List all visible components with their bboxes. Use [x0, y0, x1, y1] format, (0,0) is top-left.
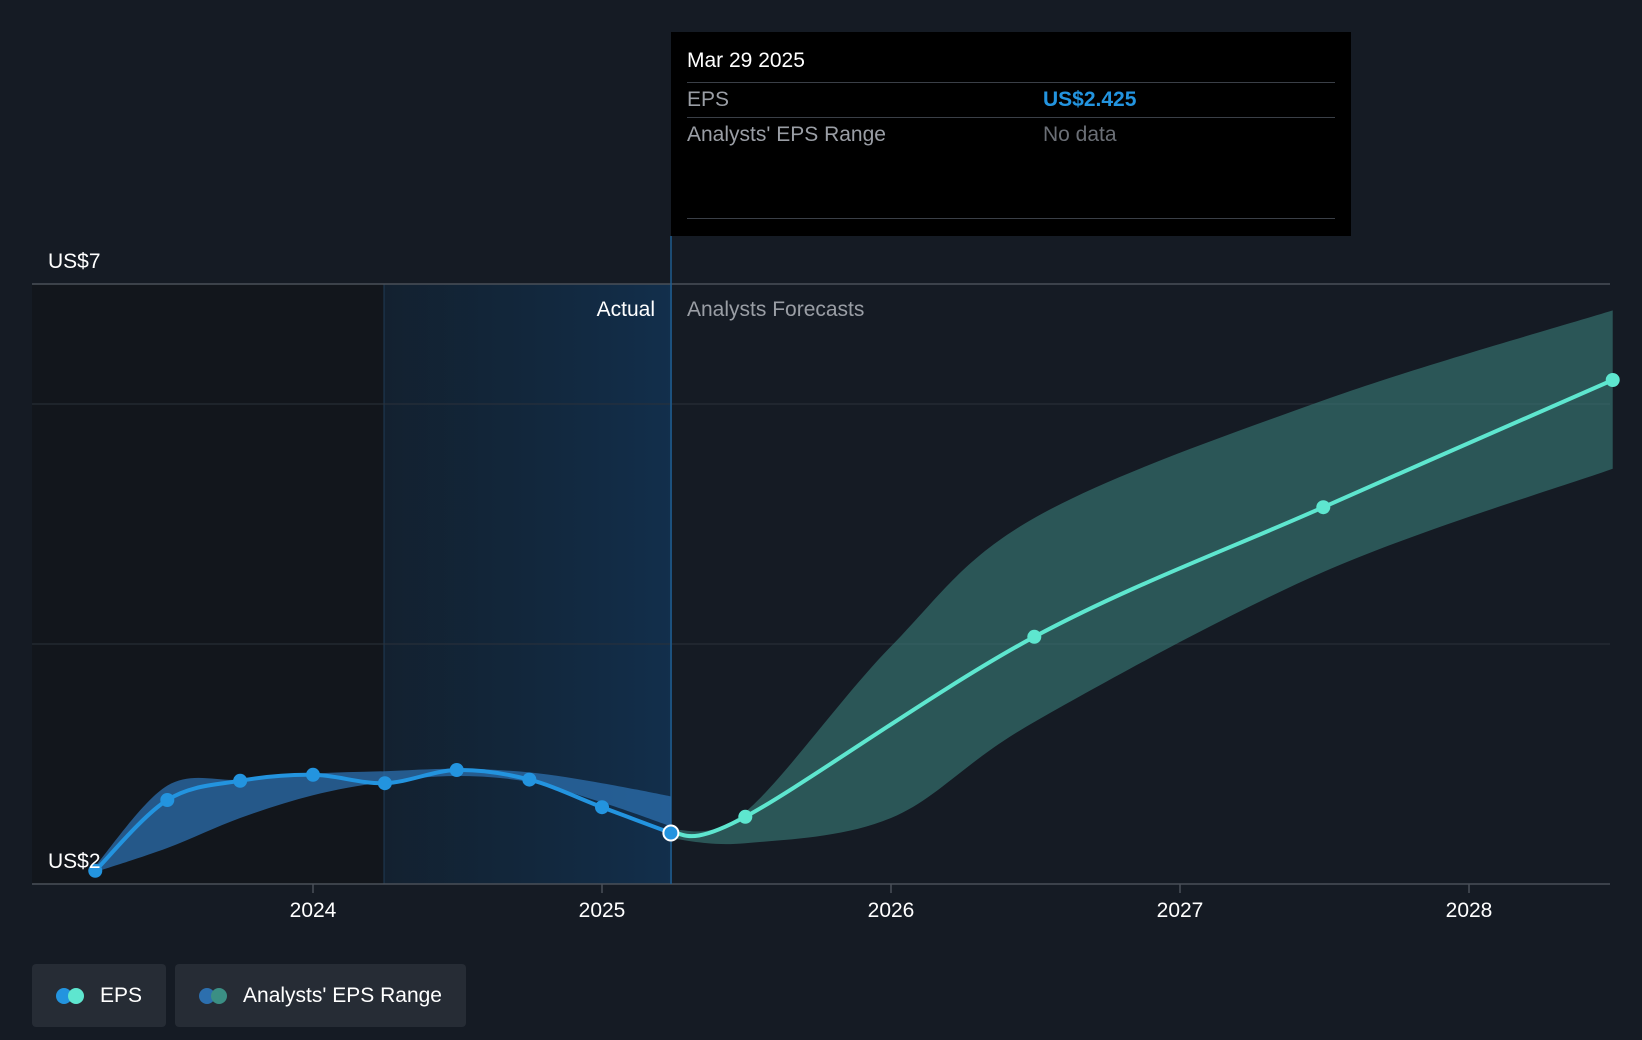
- tooltip-range-value: No data: [1043, 123, 1117, 146]
- eps-point-actual[interactable]: [449, 763, 464, 777]
- eps-points: [88, 373, 1620, 878]
- eps-swatch-icon: [56, 987, 86, 1004]
- range-bands: [95, 310, 1613, 872]
- tooltip-row-range: Analysts' EPS Range No data: [687, 117, 1335, 152]
- x-tick-label: 2024: [290, 899, 337, 922]
- x-tick-label: 2028: [1446, 899, 1493, 922]
- legend-item-eps-range[interactable]: Analysts' EPS Range: [175, 964, 466, 1027]
- eps-point-actual[interactable]: [160, 793, 175, 807]
- tooltip-row-eps: EPS US$2.425: [687, 82, 1335, 117]
- eps-point-actual[interactable]: [88, 863, 103, 878]
- eps-point-forecast[interactable]: [1027, 629, 1042, 644]
- eps-point-forecast[interactable]: [738, 809, 753, 824]
- eps-point-actual[interactable]: [377, 776, 392, 791]
- tooltip-divider: [687, 218, 1335, 219]
- eps-point-actual[interactable]: [233, 773, 248, 788]
- eps-range-band-forecast: [670, 310, 1613, 845]
- tooltip-eps-value: US$2.425: [1043, 88, 1137, 111]
- eps-point-actual[interactable]: [306, 767, 320, 782]
- eps-point-actual[interactable]: [595, 800, 609, 815]
- tooltip: Mar 29 2025 EPS US$2.425 Analysts' EPS R…: [671, 32, 1351, 236]
- x-tick-label: 2027: [1157, 899, 1204, 922]
- tooltip-date: Mar 29 2025: [687, 49, 805, 72]
- tooltip-eps-label: EPS: [687, 88, 730, 111]
- y-axis-top-label: US$7: [48, 250, 101, 273]
- legend-item-eps[interactable]: EPS: [32, 964, 167, 1027]
- y-axis-bottom-label: US$2: [48, 850, 101, 873]
- legend: EPS Analysts' EPS Range: [32, 964, 466, 1027]
- eps-range-band-actual: [95, 768, 671, 872]
- eps-range-swatch-icon: [199, 987, 229, 1004]
- x-tick-label: 2026: [868, 899, 915, 922]
- eps-point-selected[interactable]: [662, 824, 680, 842]
- forecast-region-label: Analysts Forecasts: [687, 298, 864, 321]
- tooltip-range-label: Analysts' EPS Range: [687, 123, 886, 146]
- eps-point-forecast[interactable]: [1316, 500, 1331, 515]
- legend-eps-label: EPS: [100, 983, 143, 1007]
- legend-eps-range-label: Analysts' EPS Range: [243, 983, 442, 1007]
- x-tick-label: 2025: [579, 899, 626, 922]
- actual-region-label: Actual: [597, 298, 655, 321]
- eps-point-actual[interactable]: [522, 772, 537, 787]
- eps-point-forecast[interactable]: [1605, 373, 1620, 387]
- x-axis-ticks: 2024 2025 2026 2027 2028: [290, 884, 1493, 922]
